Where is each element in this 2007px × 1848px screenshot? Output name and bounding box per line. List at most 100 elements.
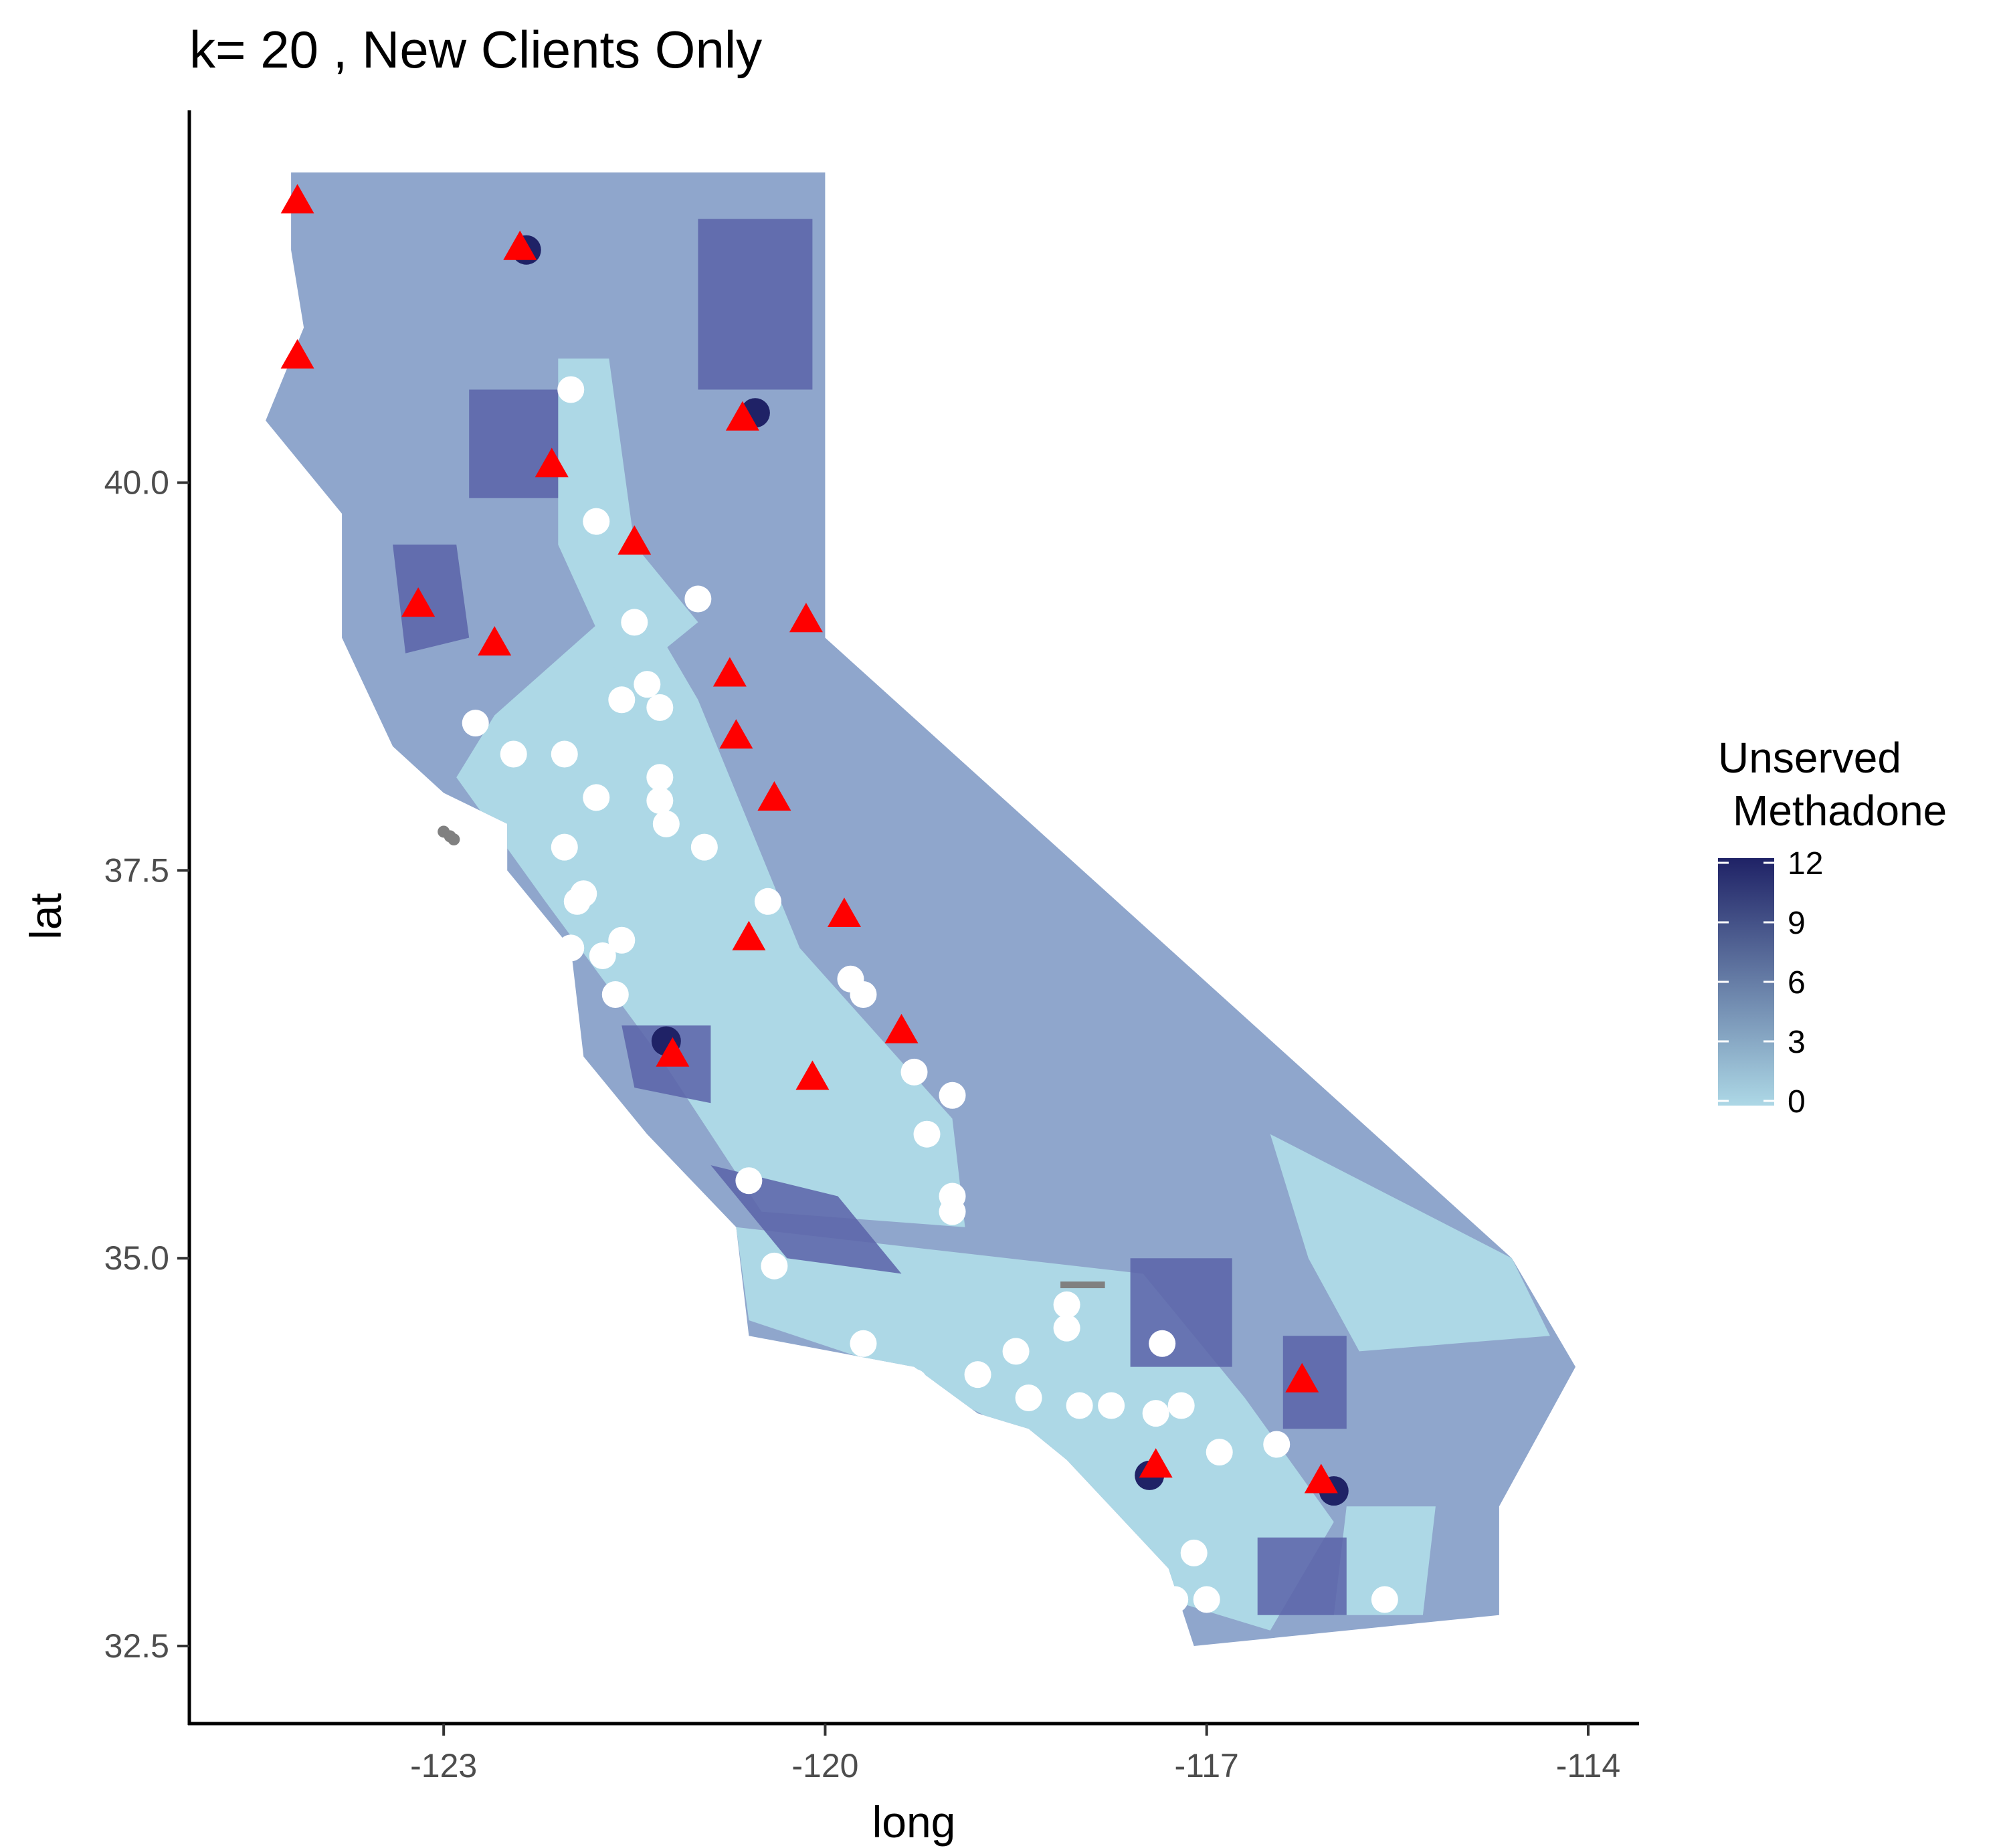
circle-point (754, 888, 781, 915)
y-tick-label: 40.0 (104, 464, 169, 502)
y-tick-label: 35.0 (104, 1239, 169, 1277)
circle-point (964, 1361, 991, 1389)
circle-point (557, 934, 585, 962)
circle-point (850, 981, 877, 1008)
california-state-shape (266, 172, 1576, 1646)
x-tick-label: -123 (410, 1747, 477, 1784)
legend-tick-label: 3 (1788, 1025, 1806, 1060)
legend-title-line1: Unserved (1718, 734, 1901, 782)
legend-ticks: 0 3 6 9 12 (1718, 846, 1823, 1120)
triangle-point (712, 657, 747, 687)
triangle-point (884, 1013, 919, 1043)
y-axis-ticks: 32.5 35.0 37.5 40.0 (104, 464, 189, 1665)
legend-tick-label: 6 (1788, 965, 1806, 1001)
circle-point (583, 508, 610, 535)
low-value-region (558, 358, 698, 685)
circle-point (551, 833, 578, 861)
triangle-point (719, 719, 753, 749)
high-value-region (1130, 1258, 1232, 1367)
circle-point (1002, 1338, 1030, 1365)
map-layer (266, 172, 1576, 1646)
triangle-point (827, 897, 861, 927)
circle-point (735, 1167, 763, 1195)
circle-point (621, 609, 648, 636)
circle-point (1371, 1586, 1398, 1613)
high-value-region (393, 544, 470, 653)
triangle-point (656, 1037, 690, 1067)
y-axis-title: lat (21, 893, 70, 940)
circle-point (1193, 1586, 1220, 1613)
circle-point (646, 694, 674, 721)
circle-point (646, 764, 674, 791)
legend-tick-label: 0 (1788, 1084, 1806, 1120)
triangle-point (280, 339, 314, 369)
y-tick-label: 37.5 (104, 851, 169, 889)
y-tick-label: 32.5 (104, 1627, 169, 1665)
circle-point (900, 1058, 928, 1086)
circle-point (939, 1082, 966, 1109)
triangle-point (535, 447, 569, 478)
low-value-region (825, 172, 851, 452)
circle-point (563, 888, 591, 915)
circle-point (1180, 1539, 1208, 1566)
circle-point (500, 740, 527, 768)
circle-point (589, 942, 616, 969)
legend-tick-label: 9 (1788, 906, 1806, 941)
x-tick-label: -114 (1556, 1747, 1620, 1784)
circle-point (551, 740, 578, 768)
high-value-region (1257, 1537, 1347, 1615)
circle-markers (462, 376, 1398, 1613)
high-value-region (698, 219, 813, 390)
circle-point (1098, 1392, 1125, 1419)
triangle-point (732, 920, 766, 950)
high-value-region (1282, 1336, 1347, 1429)
circle-point (1167, 1392, 1195, 1419)
triangle-point (503, 230, 537, 260)
circle-point (1066, 1392, 1093, 1419)
high-value-region (469, 389, 559, 498)
circle-point (761, 1252, 788, 1279)
triangle-point (617, 525, 652, 555)
low-value-region (456, 591, 965, 1227)
triangle-point (1285, 1362, 1319, 1393)
low-value-region (1270, 1134, 1550, 1352)
triangle-point (789, 603, 823, 633)
circle-point (850, 1330, 877, 1357)
legend-title-line2: Methadone (1733, 787, 1947, 835)
x-axis-ticks: -123 -120 -117 -114 (410, 1724, 1620, 1784)
x-tick-label: -120 (791, 1747, 858, 1784)
circle-point (1149, 1330, 1176, 1357)
circle-point (1206, 1439, 1233, 1466)
missing-value-regions (438, 825, 1105, 1289)
triangle-point (725, 401, 759, 431)
chart-title: k= 20 , New Clients Only (189, 20, 762, 79)
x-axis-title: long (872, 1797, 956, 1847)
circle-point (462, 710, 489, 737)
triangle-point (401, 587, 436, 617)
circle-point (1053, 1291, 1080, 1318)
circle-point (634, 671, 661, 698)
circle-point (690, 833, 718, 861)
circle-point (913, 1120, 941, 1148)
triangle-markers (280, 184, 1338, 1494)
high-value-region (710, 1165, 902, 1274)
triangle-point (1304, 1463, 1338, 1494)
circle-point (1015, 1384, 1042, 1411)
circle-point (684, 585, 712, 613)
circle-point (1161, 1586, 1189, 1613)
triangle-point (280, 184, 314, 214)
circle-point (608, 686, 636, 714)
missing-value-region (448, 833, 460, 846)
triangle-point (1139, 1448, 1173, 1478)
circle-point (583, 784, 610, 811)
legend-tick-label: 12 (1788, 846, 1823, 882)
circle-point (652, 810, 680, 837)
circle-point (900, 1368, 928, 1396)
triangle-point (757, 781, 791, 811)
circle-point (1263, 1431, 1291, 1458)
circle-point (1053, 1314, 1080, 1342)
circle-point (557, 376, 585, 403)
circle-point (939, 1198, 966, 1225)
legend: Unserved Methadone 0 3 6 9 12 (1718, 734, 1947, 1120)
